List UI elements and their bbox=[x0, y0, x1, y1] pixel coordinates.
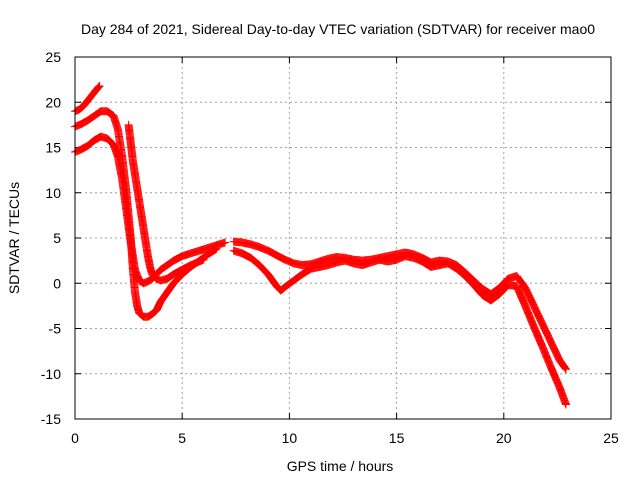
y-tick-label: 15 bbox=[45, 140, 61, 156]
data-point-markers bbox=[229, 246, 570, 409]
y-axis-label: SDTVAR / TECUs bbox=[6, 182, 22, 294]
y-tick-label: 25 bbox=[45, 49, 61, 65]
y-tick-label: 5 bbox=[53, 230, 61, 246]
y-tick-label: -5 bbox=[49, 321, 62, 337]
x-tick-label: 0 bbox=[71, 430, 79, 446]
x-tick-label: 15 bbox=[389, 430, 405, 446]
y-tick-label: 10 bbox=[45, 185, 61, 201]
x-tick-label: 5 bbox=[178, 430, 186, 446]
x-tick-label: 25 bbox=[603, 430, 619, 446]
data-points bbox=[71, 81, 570, 409]
y-tick-label: -10 bbox=[41, 366, 61, 382]
data-point-markers bbox=[124, 120, 208, 285]
chart-title: Day 284 of 2021, Sidereal Day-to-day VTE… bbox=[81, 21, 595, 37]
x-axis-label: GPS time / hours bbox=[287, 458, 394, 474]
x-tick-label: 10 bbox=[282, 430, 298, 446]
plot-frame bbox=[74, 56, 612, 420]
y-tick-label: 0 bbox=[53, 275, 61, 291]
series-track-d bbox=[124, 120, 208, 285]
y-tick-label: -15 bbox=[41, 411, 61, 427]
y-tick-label: 20 bbox=[45, 94, 61, 110]
x-tick-label: 20 bbox=[496, 430, 512, 446]
grid bbox=[75, 57, 611, 419]
series-track-f bbox=[229, 246, 570, 409]
